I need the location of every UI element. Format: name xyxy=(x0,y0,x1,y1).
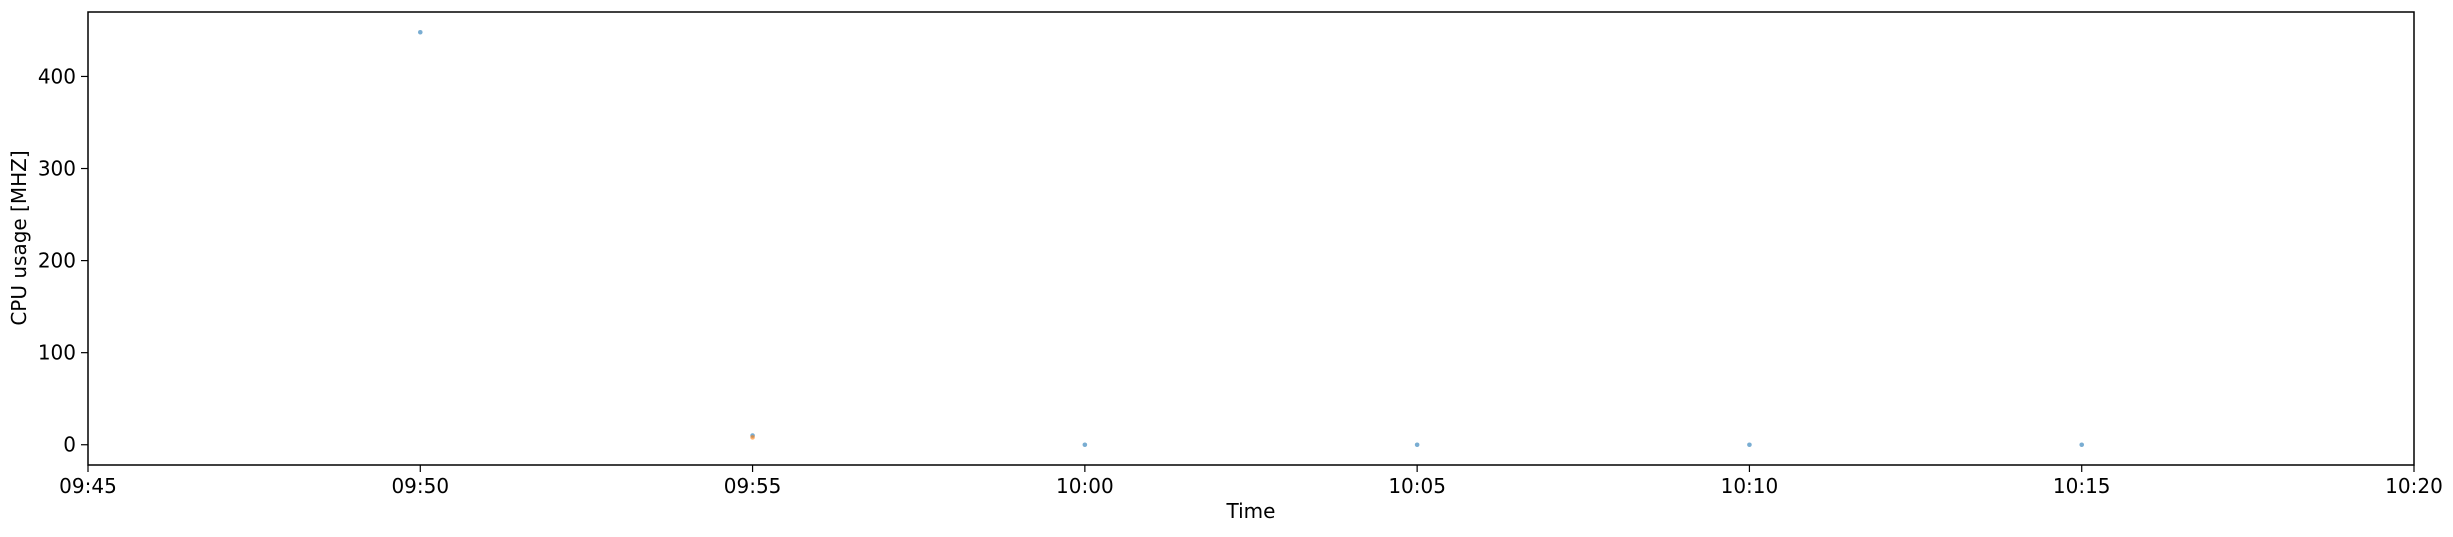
data-point xyxy=(750,435,755,440)
data-point xyxy=(2079,442,2085,448)
x-tick-label: 10:20 xyxy=(2385,474,2443,498)
y-tick-label: 100 xyxy=(38,341,76,365)
data-point xyxy=(1747,442,1752,448)
data-point xyxy=(417,29,423,35)
x-tick-label: 10:10 xyxy=(1721,474,1779,498)
y-tick-label: 0 xyxy=(63,433,76,457)
y-tick-label: 300 xyxy=(38,157,76,181)
x-tick-label: 09:55 xyxy=(724,474,782,498)
data-points xyxy=(417,29,2085,448)
y-axis: 0 100 200 300 400 xyxy=(38,64,88,457)
plot-frame xyxy=(87,11,2415,466)
x-tick-label: 09:45 xyxy=(59,474,117,498)
x-tick-label: 10:15 xyxy=(2053,474,2111,498)
x-tick-label: 10:00 xyxy=(1056,474,1114,498)
data-point xyxy=(1082,442,1088,448)
data-point xyxy=(1414,442,1420,448)
y-tick-label: 200 xyxy=(38,249,76,273)
x-axis-label: Time xyxy=(1226,499,1276,523)
y-tick-label: 400 xyxy=(38,64,76,88)
y-axis-label: CPU usage [MHZ] xyxy=(7,150,31,325)
x-tick-label: 10:05 xyxy=(1388,474,1446,498)
x-axis: 09:45 09:50 09:55 10:00 10:05 10:10 10:15 10:20 xyxy=(59,465,2443,498)
x-tick-label: 09:50 xyxy=(391,474,449,498)
